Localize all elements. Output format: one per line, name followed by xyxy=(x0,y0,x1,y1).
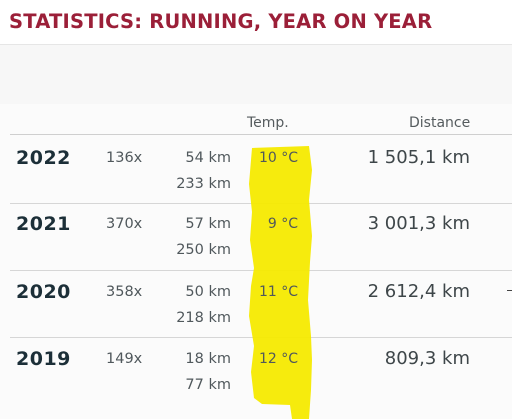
year-2019: 2019 xyxy=(16,348,71,370)
distance-b-2020: 218 km xyxy=(176,310,231,326)
count-2019: 149x xyxy=(106,351,143,367)
distance-a-2020: 50 km xyxy=(185,284,231,300)
temp-2019: 12 °C xyxy=(258,351,298,367)
distance-a-2021: 57 km xyxy=(185,216,231,232)
temp-header: Temp. xyxy=(247,115,289,131)
edge-mark xyxy=(507,290,512,291)
total-distance-2019: 809,3 km xyxy=(384,348,470,369)
page-title: STATISTICS: RUNNING, YEAR ON YEAR xyxy=(9,10,433,33)
count-2022: 136x xyxy=(106,150,143,166)
temp-2021: 9 °C xyxy=(267,216,298,232)
temp-2020: 11 °C xyxy=(258,284,298,300)
total-distance-2021: 3 001,3 km xyxy=(367,213,470,234)
distance-a-2019: 18 km xyxy=(185,351,231,367)
distance-b-2022: 233 km xyxy=(176,176,231,192)
title-bar: STATISTICS: RUNNING, YEAR ON YEAR xyxy=(0,0,512,45)
distance-a-2022: 54 km xyxy=(185,150,231,166)
distance-b-2021: 250 km xyxy=(176,242,231,258)
count-2020: 358x xyxy=(106,284,143,300)
year-2022: 2022 xyxy=(16,147,71,169)
distance-header: Distance xyxy=(409,115,471,131)
total-distance-2022: 1 505,1 km xyxy=(367,147,470,168)
header-divider xyxy=(10,134,512,135)
year-2020: 2020 xyxy=(16,281,71,303)
distance-b-2019: 77 km xyxy=(185,377,231,393)
temp-2022: 10 °C xyxy=(258,150,298,166)
year-2021: 2021 xyxy=(16,213,71,235)
count-2021: 370x xyxy=(106,216,143,232)
total-distance-2020: 2 612,4 km xyxy=(367,281,470,302)
header-band xyxy=(0,45,512,104)
